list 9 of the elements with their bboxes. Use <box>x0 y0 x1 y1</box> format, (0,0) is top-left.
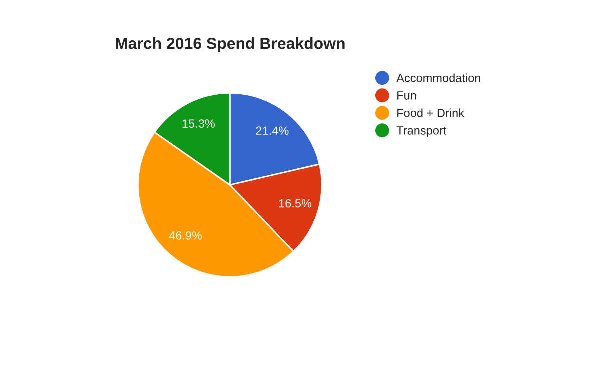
data-label: 15.3% <box>182 120 215 128</box>
legend-label: Transport <box>396 126 447 138</box>
data-label: 21.4% <box>256 126 289 136</box>
legend-label: Fun <box>398 92 416 100</box>
data-label: 46.9% <box>169 232 202 240</box>
legend-label: Food + Drink <box>398 108 465 118</box>
chart-title: March 2016 Spend Breakdown <box>116 38 345 52</box>
legend-label: Accommodation <box>396 74 480 82</box>
data-label: 16.5% <box>279 199 312 208</box>
